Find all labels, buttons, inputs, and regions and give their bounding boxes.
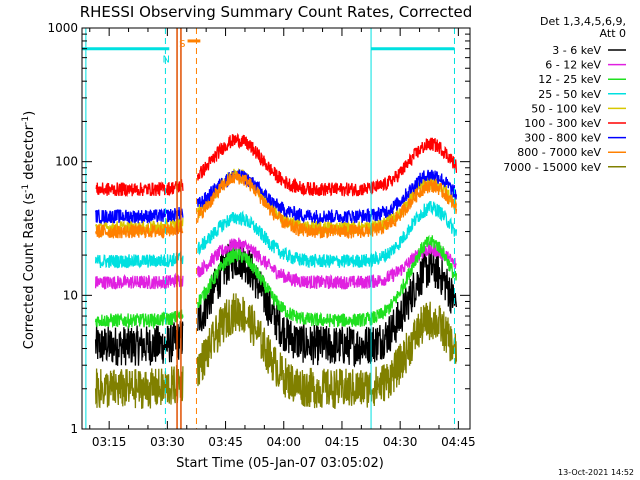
legend-label: 800 - 7000 keV [517, 146, 601, 159]
series-line [196, 234, 458, 328]
x-tick-label: 04:45 [441, 435, 476, 449]
series-line [196, 237, 457, 290]
timestamp: 13-Oct-2021 14:52 [558, 468, 634, 477]
series-line [94, 272, 184, 290]
series-line [196, 241, 458, 368]
legend-label: 300 - 800 keV [524, 132, 601, 145]
legend-label: 25 - 50 keV [538, 88, 601, 101]
y-axis-label-mid: detector [22, 124, 37, 184]
plot-frame [81, 27, 471, 430]
x-tick-label: 03:15 [92, 435, 127, 449]
y-axis-label-main: Corrected Count Rate (s [22, 193, 37, 350]
y-tick-label: 1000 [47, 21, 78, 35]
series-line [196, 132, 458, 197]
x-tick-label: 03:30 [150, 435, 185, 449]
legend-label: 12 - 25 keV [538, 73, 601, 86]
series-line [94, 309, 184, 330]
y-tick-label: 100 [55, 155, 78, 169]
y-axis-label: Corrected Count Rate (s-1 detector-1) [21, 111, 37, 349]
series-line [196, 293, 458, 410]
y-axis-label-sup1: -1 [21, 184, 31, 193]
legend-label: 50 - 100 keV [531, 102, 601, 115]
legend-label: 3 - 6 keV [552, 44, 601, 57]
y-tick-label: 10 [63, 288, 78, 302]
series-layer [94, 132, 458, 410]
x-tick-label: 03:45 [208, 435, 243, 449]
y-axis-label-end: ) [22, 111, 37, 116]
legend-label: 6 - 12 keV [545, 59, 601, 72]
series-line [95, 178, 184, 198]
series-line [94, 250, 184, 269]
x-axis-label: Start Time (05-Jan-07 03:05:02) [176, 456, 384, 471]
legend: Det 1,3,4,5,6,9,Att 0 3 - 6 keV 6 - 12 keV… [503, 15, 626, 174]
x-tick-label: 04:30 [383, 435, 418, 449]
y-axis-label-sup2: -1 [21, 116, 31, 125]
series-line [94, 321, 184, 366]
legend-label: 7000 - 15000 keV [503, 161, 601, 174]
series-line [196, 171, 458, 240]
x-tick-label: 04:00 [266, 435, 301, 449]
axes-layer: 03:15 03:30 03:45 04:00 04:15 04:30 04:45 1 10 10… [47, 21, 475, 449]
series-line [94, 207, 184, 225]
series-line [94, 222, 184, 239]
y-tick-label: 1 [70, 422, 78, 436]
flag-s-label: S [179, 39, 185, 50]
x-tick-label: 04:15 [325, 435, 360, 449]
legend-label: 100 - 300 keV [524, 117, 601, 130]
chart-title: RHESSI Observing Summary Count Rates, Co… [80, 3, 473, 21]
series-line [94, 365, 184, 409]
flag-n-label: N [163, 55, 170, 66]
legend-header: Att 0 [600, 27, 626, 40]
flags-layer: NS [82, 28, 455, 429]
series-line [197, 201, 458, 269]
legend-header: Det 1,3,4,5,6,9, [540, 15, 626, 28]
